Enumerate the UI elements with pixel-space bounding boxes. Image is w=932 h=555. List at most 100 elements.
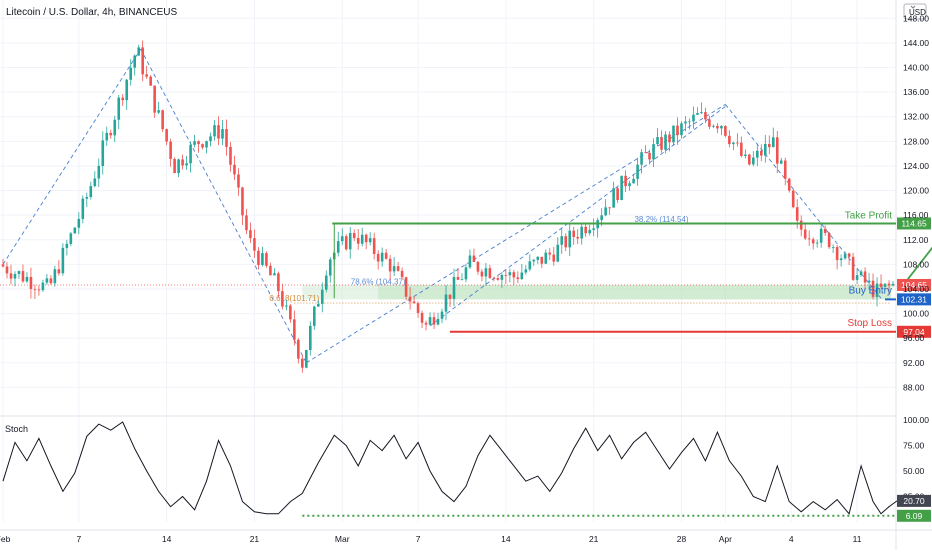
candle-body: [456, 276, 460, 280]
candle-body: [704, 112, 707, 120]
candle-body: [336, 241, 340, 253]
candle-body: [492, 278, 496, 279]
candle-body: [436, 318, 440, 325]
price-tag: [897, 325, 931, 338]
candle-body: [740, 142, 743, 156]
candle-body: [636, 164, 639, 179]
candle-body: [149, 76, 152, 86]
candle-body: [616, 188, 619, 201]
candle-body: [807, 238, 811, 240]
candle-body: [205, 141, 208, 148]
candle-body: [129, 67, 133, 80]
candle-body: [45, 278, 49, 283]
zigzag-line: [2, 48, 142, 265]
candle-body: [396, 266, 400, 271]
candle-body: [528, 261, 532, 270]
stoch-tick-label: 75.00: [903, 441, 925, 451]
candle-body: [81, 198, 85, 219]
candle-body: [97, 165, 101, 179]
price-tag-label: 102.31: [901, 294, 927, 304]
candle-body: [520, 272, 524, 280]
candle-body: [189, 144, 192, 164]
candle-body: [392, 266, 396, 272]
candle-body: [273, 273, 276, 276]
candle-body: [217, 125, 220, 139]
price-tick-label: 100.00: [903, 309, 929, 319]
price-axis: 88.00 92.00 96.00 100.00 104.00 108.00 112.00 1…: [903, 13, 929, 392]
stop-loss-label: Stop Loss: [848, 318, 892, 329]
candle-body: [779, 160, 783, 164]
candle-body: [476, 261, 480, 272]
candle-body: [524, 269, 528, 273]
candle-body: [576, 236, 580, 239]
candle-body: [253, 238, 256, 251]
candle-body: [831, 247, 835, 248]
candle-body: [815, 242, 819, 244]
candle-body: [193, 141, 196, 145]
candle-body: [680, 123, 683, 136]
candle-body: [109, 132, 113, 136]
candle-body: [732, 142, 735, 145]
currency-selector[interactable]: USD: [903, 3, 927, 20]
candle-body: [787, 178, 791, 191]
candle-body: [41, 282, 45, 291]
candle-body: [209, 136, 212, 142]
candle-body: [775, 137, 779, 164]
candle-body: [867, 280, 871, 283]
time-tick-label: Feb: [0, 534, 11, 544]
candle-body: [17, 271, 21, 274]
time-tick-label: Apr: [719, 534, 732, 544]
candle-body: [324, 275, 328, 290]
candle-body: [464, 267, 468, 280]
stoch-line: [2, 421, 898, 515]
price-tick-label: 124.00: [903, 161, 929, 171]
candle-body: [568, 230, 572, 248]
fib-label: 0.618(101.71): [269, 294, 319, 303]
stoch-current-label: 20.70: [903, 496, 925, 506]
candle-body: [245, 215, 248, 231]
time-axis: Feb71421Mar7142128Apr4111825: [0, 534, 862, 544]
candle-body: [133, 55, 137, 68]
stochastic-panel: [2, 421, 898, 517]
candle-body: [241, 187, 244, 216]
candle-body: [301, 358, 304, 368]
fib-label: 78.6% (104.37): [351, 278, 406, 287]
candle-body: [113, 119, 117, 136]
entry-zone: [378, 284, 892, 300]
candle-body: [344, 236, 348, 250]
candle-body: [352, 232, 356, 239]
candle-body: [9, 273, 13, 279]
candle-body: [145, 74, 148, 77]
candle-body: [500, 275, 504, 280]
candle-body: [388, 258, 392, 272]
candle-body: [887, 283, 891, 286]
price-tag: [897, 293, 931, 306]
candle-body: [412, 301, 416, 304]
candle-body: [620, 175, 623, 201]
candle-body: [316, 303, 320, 307]
candle-body: [604, 207, 607, 216]
take-profit-label: Take Profit: [845, 210, 892, 221]
price-tick-label: 108.00: [903, 259, 929, 269]
candle-body: [608, 207, 611, 209]
candle-body: [121, 97, 125, 101]
candle-body: [213, 125, 216, 137]
candle-body: [839, 258, 843, 261]
candle-body: [668, 134, 671, 143]
candle-body: [69, 233, 73, 244]
candle-body: [61, 247, 65, 274]
candle-body: [672, 125, 675, 143]
candle-body: [712, 125, 715, 127]
currency-selector-box[interactable]: [903, 3, 927, 20]
candle-body: [708, 119, 711, 127]
candle-body: [488, 268, 492, 279]
candle-body: [356, 238, 360, 244]
candle-body: [592, 228, 595, 230]
candle-body: [448, 294, 452, 299]
candle-body: [600, 215, 603, 221]
candle-body: [404, 277, 408, 297]
price-tick-label: 96.00: [903, 333, 925, 343]
fib-label: 38.2% (114.54): [634, 215, 688, 224]
